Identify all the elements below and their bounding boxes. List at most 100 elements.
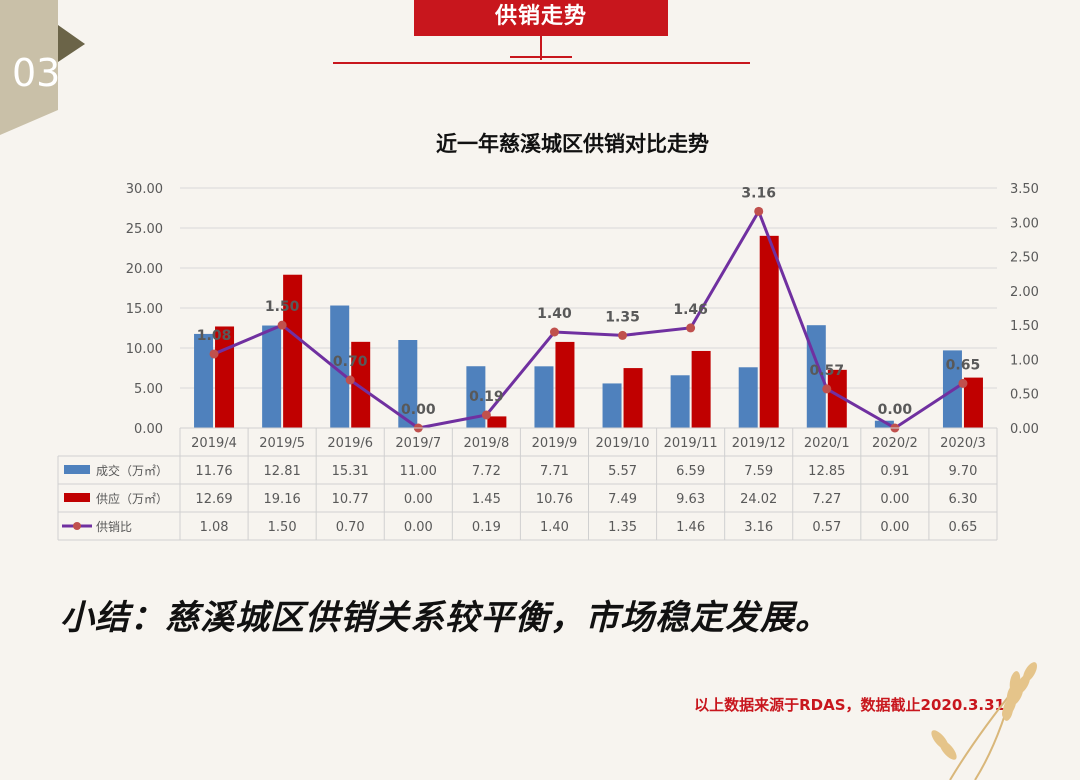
supply-bar (351, 341, 371, 428)
y-left-tick-label: 10.00 (126, 342, 163, 357)
ratio-data-label: 0.00 (878, 402, 913, 418)
x-tick-label: 2019/10 (596, 436, 650, 451)
table-cell: 0.00 (880, 492, 909, 507)
y-right-tick-label: 0.00 (1010, 422, 1039, 437)
ratio-point (754, 206, 764, 216)
y-left-tick-label: 25.00 (126, 222, 163, 237)
supply-sales-chart: 0.00 5.00 10.00 15.00 20.00 25.00 30.00 0.00 0.5… (57, 182, 1039, 541)
y-left-tick-label: 0.00 (134, 422, 163, 437)
header-stem-foot (510, 56, 572, 58)
y-right-tick-label: 0.50 (1010, 388, 1039, 403)
table-cell: 24.02 (740, 492, 777, 507)
table-cell: 12.69 (195, 492, 232, 507)
y-right-tick-label: 1.00 (1010, 353, 1039, 368)
table-cell: 1.45 (472, 492, 501, 507)
table-cell: 0.00 (404, 520, 433, 535)
section-number: 03 (12, 51, 60, 95)
y-left-tick-label: 15.00 (126, 302, 163, 317)
ratio-data-label: 0.19 (469, 389, 504, 405)
ratio-point (549, 327, 559, 337)
y-right-tick-label: 3.00 (1010, 216, 1039, 231)
supply-bar (555, 341, 575, 428)
supply-bar (759, 235, 779, 428)
summary-text: 小结：慈溪城区供销关系较平衡，市场稳定发展。 (60, 598, 830, 638)
ratio-point (822, 384, 832, 394)
ratio-data-label: 1.40 (537, 306, 572, 322)
table-cell: 9.70 (948, 464, 977, 479)
y-right-tick-label: 2.00 (1010, 285, 1039, 300)
y-right-tick-label: 2.50 (1010, 251, 1039, 266)
table-cell: 9.63 (676, 492, 705, 507)
ratio-point (618, 330, 628, 340)
table-cell: 0.00 (404, 492, 433, 507)
table-cell: 0.00 (880, 520, 909, 535)
deal-bar (874, 420, 894, 428)
ratio-data-label: 1.08 (197, 328, 232, 344)
legend-label: 供应（万㎡） (96, 491, 168, 506)
y-left-tick-label: 30.00 (126, 182, 163, 197)
x-tick-label: 2019/12 (732, 436, 786, 451)
ratio-point (345, 375, 355, 385)
ratio-data-label: 0.65 (946, 357, 981, 373)
table-cell: 7.27 (812, 492, 841, 507)
ratio-data-label: 0.70 (333, 354, 368, 370)
y-right-tick-label: 1.50 (1010, 319, 1039, 334)
deal-bar (194, 333, 214, 428)
section-tag: 03 (0, 0, 85, 135)
supply-bar (283, 274, 303, 428)
x-tick-label: 2019/9 (532, 436, 578, 451)
deal-bar (670, 375, 690, 428)
header-divider (333, 62, 750, 64)
table-cell: 0.57 (812, 520, 841, 535)
table-cell: 10.77 (332, 492, 369, 507)
table-cell: 7.49 (608, 492, 637, 507)
supply-bar (691, 350, 711, 428)
y-right-tick-label: 3.50 (1010, 182, 1039, 197)
y-left-tick-label: 5.00 (134, 382, 163, 397)
wheat-icon (931, 662, 1037, 780)
ratio-data-label: 3.16 (741, 185, 776, 201)
table-cell: 7.72 (472, 464, 501, 479)
table-cell: 6.30 (948, 492, 977, 507)
ratio-point (481, 410, 491, 420)
ratio-legend-marker (73, 522, 81, 530)
ratio-point (686, 323, 696, 333)
table-cell: 5.57 (608, 464, 637, 479)
table-cell: 12.85 (808, 464, 845, 479)
table-cell: 6.59 (676, 464, 705, 479)
table-cell: 1.08 (200, 520, 229, 535)
ratio-point (958, 378, 968, 388)
table-cell: 15.31 (332, 464, 369, 479)
table-cell: 3.16 (744, 520, 773, 535)
x-tick-label: 2020/3 (940, 436, 986, 451)
x-tick-label: 2019/6 (327, 436, 373, 451)
table-cell: 0.70 (336, 520, 365, 535)
table-cell: 1.50 (268, 520, 297, 535)
ratio-data-label: 1.50 (265, 299, 300, 315)
table-cell: 10.76 (536, 492, 573, 507)
table-cell: 7.71 (540, 464, 569, 479)
deal-bar (534, 366, 554, 428)
table-cell: 1.35 (608, 520, 637, 535)
x-tick-label: 2019/7 (395, 436, 441, 451)
deal-bar (738, 367, 758, 428)
table-cell: 0.19 (472, 520, 501, 535)
x-tick-label: 2020/1 (804, 436, 850, 451)
deal-bar (262, 325, 282, 428)
y-left-tick-label: 20.00 (126, 262, 163, 277)
table-cell: 19.16 (264, 492, 301, 507)
x-tick-label: 2019/8 (464, 436, 510, 451)
legend-label: 成交（万㎡） (96, 463, 168, 478)
table-cell: 1.46 (676, 520, 705, 535)
source-note: 以上数据来源于RDAS，数据截止2020.3.31 (694, 696, 1005, 714)
ratio-data-label: 0.00 (401, 402, 436, 418)
ratio-point (277, 320, 287, 330)
ratio-data-label: 1.46 (673, 302, 708, 318)
legend-label: 供销比 (96, 520, 132, 534)
supply-bar (623, 368, 643, 428)
table-cell: 11.76 (195, 464, 232, 479)
supply-bar (827, 369, 847, 428)
deal-legend-key (64, 465, 90, 474)
chart-title: 近一年慈溪城区供销对比走势 (436, 132, 709, 156)
supply-legend-key (64, 493, 90, 502)
